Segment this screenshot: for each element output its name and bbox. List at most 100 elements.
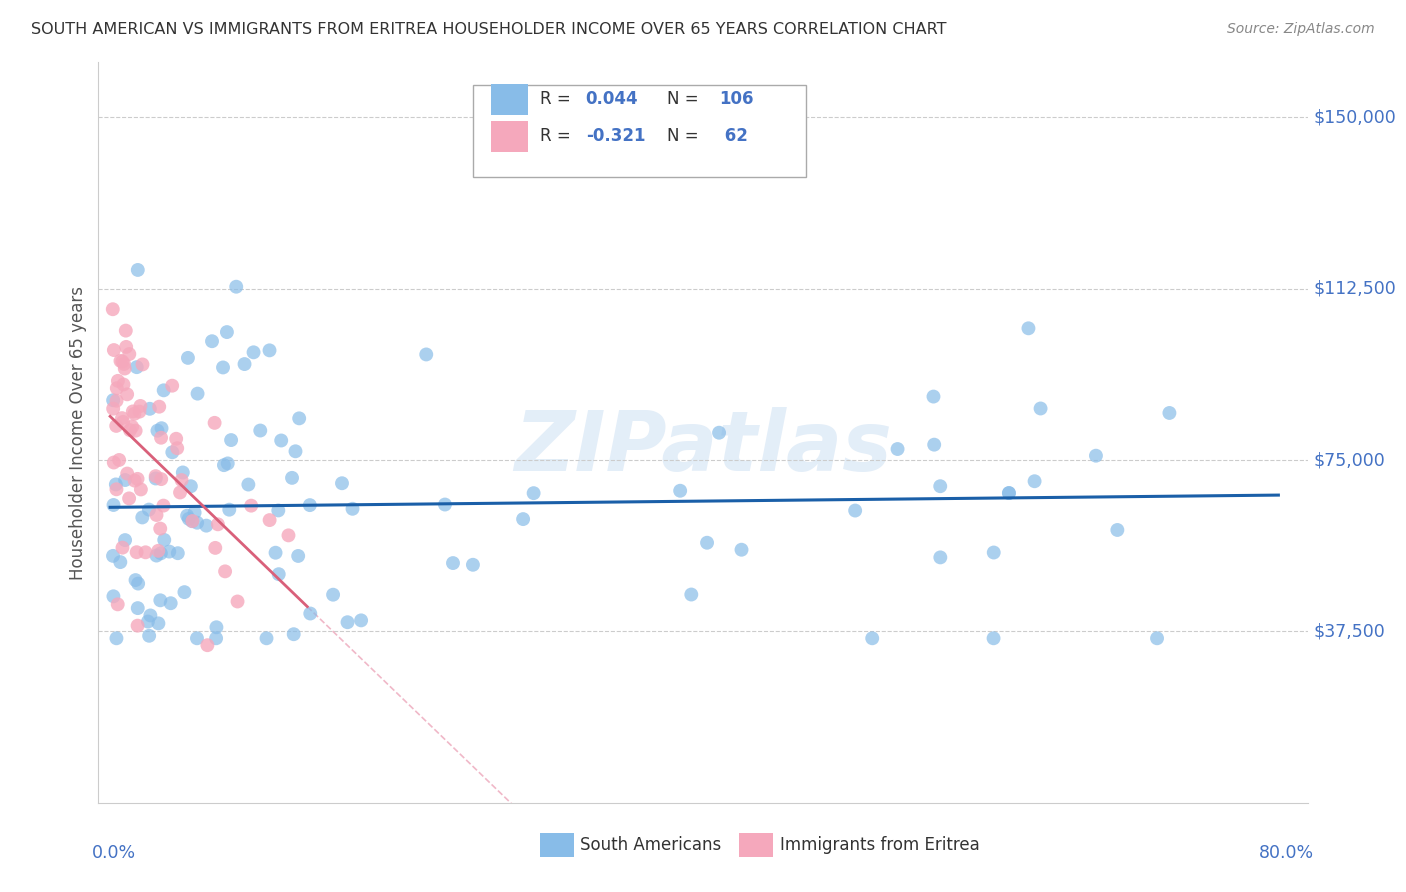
Point bbox=[350, 613, 373, 627]
Text: SOUTH AMERICAN VS IMMIGRANTS FROM ERITREA HOUSEHOLDER INCOME OVER 65 YEARS CORRE: SOUTH AMERICAN VS IMMIGRANTS FROM ERITRE… bbox=[31, 22, 946, 37]
Point bbox=[127, 263, 149, 277]
Point bbox=[101, 401, 124, 416]
Point bbox=[177, 512, 200, 526]
Point bbox=[207, 517, 229, 532]
Point bbox=[169, 485, 191, 500]
Point bbox=[149, 593, 172, 607]
Point bbox=[127, 576, 149, 591]
Point bbox=[107, 374, 129, 388]
Point bbox=[172, 466, 194, 480]
Point bbox=[101, 302, 124, 317]
Point bbox=[441, 556, 464, 570]
Point bbox=[148, 616, 170, 631]
Point bbox=[145, 508, 167, 522]
Point bbox=[101, 549, 124, 563]
Point bbox=[105, 632, 128, 646]
Point bbox=[330, 476, 353, 491]
Point bbox=[183, 506, 205, 520]
Point bbox=[284, 444, 307, 458]
Point bbox=[219, 433, 242, 447]
Bar bbox=[492, 121, 527, 152]
Point bbox=[249, 424, 271, 438]
Point bbox=[277, 528, 299, 542]
Point bbox=[523, 486, 546, 500]
Point bbox=[135, 545, 157, 559]
Point bbox=[104, 477, 127, 491]
Point bbox=[149, 522, 172, 536]
Point bbox=[181, 514, 204, 528]
Point bbox=[152, 384, 174, 398]
Text: 80.0%: 80.0% bbox=[1258, 844, 1313, 862]
Point bbox=[696, 535, 718, 549]
Point bbox=[983, 632, 1005, 646]
Point bbox=[433, 498, 456, 512]
Point bbox=[124, 424, 146, 438]
Point bbox=[121, 404, 143, 418]
Point bbox=[1084, 449, 1107, 463]
Point bbox=[107, 598, 129, 612]
Point bbox=[225, 279, 247, 293]
Point bbox=[112, 415, 135, 429]
Point bbox=[204, 416, 226, 430]
Bar bbox=[540, 833, 574, 857]
Point bbox=[150, 431, 173, 445]
Point bbox=[139, 401, 162, 416]
Point bbox=[124, 407, 146, 421]
Point bbox=[105, 418, 128, 433]
Point bbox=[139, 608, 162, 623]
Point bbox=[127, 601, 149, 615]
Text: N =: N = bbox=[666, 128, 699, 145]
Point bbox=[129, 483, 152, 497]
Point bbox=[124, 474, 146, 488]
Text: -0.321: -0.321 bbox=[586, 128, 645, 145]
Point bbox=[844, 503, 866, 517]
Point bbox=[238, 477, 260, 491]
Point bbox=[707, 425, 730, 440]
Point bbox=[114, 324, 136, 338]
Point bbox=[336, 615, 359, 630]
Point bbox=[461, 558, 484, 572]
Point bbox=[145, 471, 167, 485]
Point bbox=[415, 347, 437, 361]
FancyBboxPatch shape bbox=[474, 85, 806, 178]
Point bbox=[259, 513, 281, 527]
Point bbox=[114, 533, 136, 547]
Point bbox=[166, 546, 188, 560]
Point bbox=[148, 543, 170, 558]
Point bbox=[145, 469, 167, 483]
Point bbox=[212, 458, 235, 472]
Point bbox=[886, 442, 908, 456]
Point bbox=[121, 419, 143, 434]
Point bbox=[125, 545, 148, 559]
Point bbox=[998, 486, 1021, 500]
Point bbox=[226, 594, 249, 608]
Point bbox=[118, 491, 141, 506]
Point bbox=[215, 325, 238, 339]
Text: $37,500: $37,500 bbox=[1313, 623, 1385, 640]
Point bbox=[180, 479, 202, 493]
Y-axis label: Householder Income Over 65 years: Householder Income Over 65 years bbox=[69, 285, 87, 580]
Text: 0.0%: 0.0% bbox=[93, 844, 136, 862]
Point bbox=[146, 424, 169, 438]
Point bbox=[186, 632, 208, 646]
Text: $75,000: $75,000 bbox=[1313, 451, 1385, 469]
Text: N =: N = bbox=[666, 90, 699, 109]
Point bbox=[114, 361, 136, 376]
Point bbox=[150, 421, 173, 435]
Point bbox=[218, 502, 240, 516]
Point bbox=[160, 378, 183, 392]
Point bbox=[983, 545, 1005, 559]
Text: R =: R = bbox=[540, 128, 576, 145]
Point bbox=[115, 467, 138, 481]
Point bbox=[111, 354, 134, 368]
Bar bbox=[740, 833, 773, 857]
Point bbox=[281, 471, 304, 485]
Point bbox=[1024, 475, 1046, 489]
Point bbox=[204, 541, 226, 555]
Point bbox=[288, 411, 311, 425]
Point bbox=[270, 434, 292, 448]
Point bbox=[111, 541, 134, 555]
Text: $150,000: $150,000 bbox=[1313, 108, 1396, 127]
Point bbox=[187, 386, 209, 401]
Point bbox=[298, 498, 321, 512]
